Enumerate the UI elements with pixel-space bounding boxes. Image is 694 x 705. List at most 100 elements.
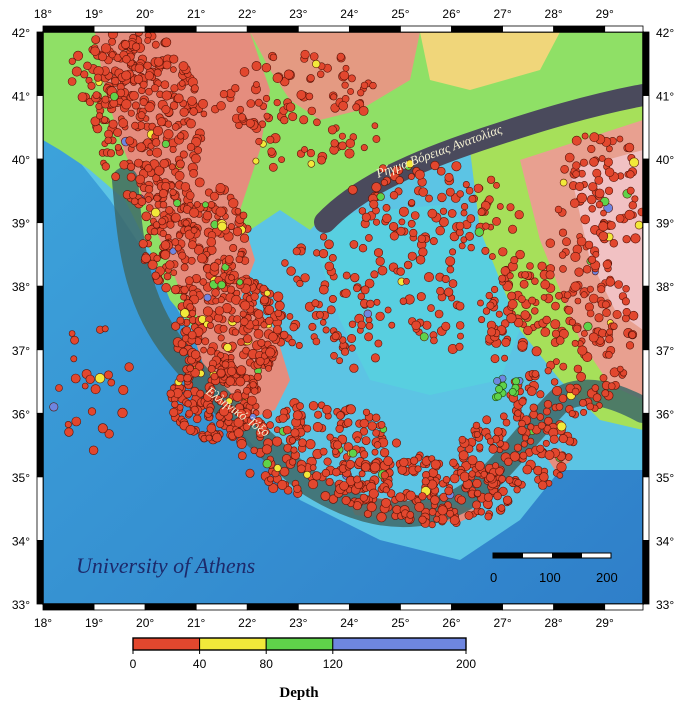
earthquake-marker <box>605 335 614 344</box>
earthquake-marker <box>437 192 447 203</box>
earthquake-marker <box>451 161 462 172</box>
earthquake-marker <box>317 155 326 165</box>
frame-segment-right <box>642 476 650 541</box>
earthquake-marker <box>481 246 490 255</box>
earthquake-marker <box>493 427 503 437</box>
frame-segment-bottom <box>144 603 197 611</box>
earthquake-marker <box>630 233 641 244</box>
earthquake-marker <box>190 84 199 93</box>
earthquake-marker <box>389 222 399 232</box>
frame-segment-bottom <box>297 603 350 611</box>
earthquake-marker <box>591 384 599 392</box>
frame-segment-top <box>400 25 452 33</box>
lon-tick-label-top: 22° <box>238 7 256 21</box>
earthquake-marker <box>158 217 166 226</box>
earthquake-marker <box>570 251 581 262</box>
earthquake-marker <box>121 99 132 110</box>
earthquake-marker <box>602 259 612 269</box>
earthquake-marker <box>487 327 497 337</box>
earthquake-marker <box>376 512 387 523</box>
earthquake-marker <box>166 389 175 398</box>
earthquake-markers <box>49 32 643 529</box>
earthquake-marker <box>615 214 625 223</box>
earthquake-marker <box>166 220 175 229</box>
earthquake-marker <box>129 90 139 101</box>
lat-tick-label-left: 39° <box>12 217 30 231</box>
earthquake-marker <box>207 321 215 329</box>
earthquake-marker <box>305 92 314 101</box>
earthquake-marker <box>609 367 620 378</box>
earthquake-marker <box>309 52 319 61</box>
earthquake-marker <box>498 274 507 283</box>
earthquake-marker <box>442 476 451 484</box>
frame-segment-bottom <box>93 603 146 611</box>
earthquake-marker <box>498 475 506 483</box>
earthquake-marker <box>187 240 197 250</box>
earthquake-marker <box>183 373 192 383</box>
lat-tick-label-left: 36° <box>12 407 30 421</box>
frame-segment-left <box>36 476 44 541</box>
earthquake-marker <box>162 60 172 70</box>
frame-segment-top <box>93 25 146 33</box>
earthquake-marker <box>188 309 197 318</box>
earthquake-marker <box>418 187 428 197</box>
earthquake-marker <box>117 407 128 419</box>
legend-tick-label: 80 <box>260 657 274 671</box>
earthquake-marker <box>427 208 438 219</box>
earthquake-marker <box>330 93 338 101</box>
frame-segment-top <box>297 25 350 33</box>
earthquake-marker <box>153 221 161 229</box>
earthquake-marker <box>206 347 216 356</box>
earthquake-marker <box>165 206 174 215</box>
lon-tick-label-top: 28° <box>545 7 563 21</box>
earthquake-marker <box>323 457 332 466</box>
earthquake-marker <box>122 55 131 64</box>
earthquake-marker <box>261 62 272 73</box>
earthquake-marker <box>249 381 257 389</box>
earthquake-marker <box>559 178 568 187</box>
earthquake-marker <box>375 256 385 266</box>
lon-tick-label-bottom: 18° <box>34 616 52 630</box>
earthquake-marker <box>163 272 172 281</box>
lon-tick-label-top: 18° <box>34 7 52 21</box>
earthquake-marker <box>513 318 524 328</box>
earthquake-marker <box>300 49 310 60</box>
earthquake-marker <box>314 410 323 419</box>
earthquake-marker <box>231 84 240 93</box>
earthquake-marker <box>556 472 564 479</box>
earthquake-marker <box>433 515 441 523</box>
earthquake-marker <box>145 87 153 96</box>
earthquake-marker <box>371 122 379 129</box>
frame-segment-bottom <box>348 603 401 611</box>
earthquake-marker <box>414 465 422 473</box>
earthquake-marker <box>68 57 76 65</box>
earthquake-marker <box>332 440 342 450</box>
earthquake-marker <box>239 310 247 318</box>
earthquake-marker <box>616 135 624 143</box>
earthquake-marker <box>555 402 564 411</box>
earthquake-marker <box>574 297 582 305</box>
earthquake-marker <box>299 115 309 125</box>
earthquake-marker <box>203 293 212 302</box>
earthquake-marker <box>254 98 263 107</box>
earthquake-marker <box>449 458 458 467</box>
earthquake-marker <box>226 285 236 294</box>
earthquake-marker <box>582 265 592 274</box>
earthquake-marker <box>336 411 345 420</box>
earthquake-marker <box>407 251 417 261</box>
earthquake-marker <box>255 137 263 146</box>
earthquake-marker <box>603 157 613 167</box>
earthquake-marker <box>189 168 198 178</box>
frame-segment-bottom <box>553 603 606 611</box>
earthquake-marker <box>425 194 433 203</box>
earthquake-marker <box>262 409 273 419</box>
earthquake-marker <box>265 347 276 358</box>
earthquake-marker <box>536 444 545 453</box>
earthquake-marker <box>587 255 597 264</box>
earthquake-marker <box>318 284 329 295</box>
earthquake-marker <box>330 351 338 360</box>
earthquake-marker <box>202 211 213 221</box>
lat-tick-label-left: 34° <box>12 534 30 548</box>
earthquake-marker <box>268 332 278 342</box>
earthquake-marker <box>257 338 266 347</box>
